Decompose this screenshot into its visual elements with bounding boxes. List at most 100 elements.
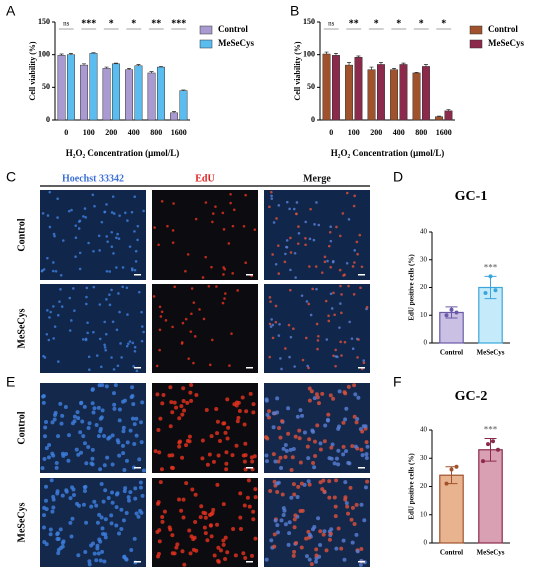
cell bbox=[273, 518, 278, 523]
cell bbox=[327, 537, 332, 542]
cell bbox=[77, 227, 81, 230]
cell bbox=[356, 356, 359, 359]
cell bbox=[292, 549, 297, 554]
cell bbox=[122, 555, 127, 560]
cell bbox=[225, 397, 230, 402]
cell bbox=[164, 319, 168, 322]
cell bbox=[336, 462, 341, 467]
cell bbox=[46, 309, 49, 312]
cell bbox=[85, 295, 88, 299]
cell bbox=[58, 401, 63, 406]
cell bbox=[111, 195, 115, 198]
cell bbox=[281, 446, 286, 451]
cell bbox=[231, 272, 234, 275]
cell bbox=[330, 307, 334, 310]
cell bbox=[44, 446, 49, 451]
cell bbox=[44, 542, 49, 547]
cell bbox=[360, 429, 365, 434]
cell bbox=[210, 265, 213, 269]
cell bbox=[87, 355, 91, 359]
cell bbox=[236, 289, 239, 292]
cell bbox=[221, 301, 225, 305]
cell bbox=[103, 210, 107, 214]
cell bbox=[135, 369, 139, 373]
cell bbox=[293, 365, 296, 368]
cell bbox=[253, 536, 258, 541]
error-bar bbox=[91, 52, 96, 54]
scale-bar bbox=[246, 467, 253, 469]
cell bbox=[115, 236, 118, 240]
cell bbox=[76, 553, 81, 558]
cell bbox=[214, 406, 219, 411]
cell bbox=[329, 456, 334, 461]
cell bbox=[327, 244, 331, 248]
cell bbox=[336, 448, 341, 453]
cell bbox=[359, 286, 362, 290]
cell bbox=[76, 416, 81, 421]
cell bbox=[160, 310, 164, 314]
cell bbox=[230, 453, 235, 458]
x-axis-label: H₂O₂ Concentration (μmol/L) bbox=[331, 148, 445, 158]
cell bbox=[134, 260, 138, 263]
cell bbox=[106, 240, 109, 243]
x-tick-label: 100 bbox=[83, 128, 95, 137]
x-tick-label: Control bbox=[440, 549, 463, 557]
cell bbox=[133, 268, 137, 272]
cell bbox=[158, 305, 162, 309]
error-bar bbox=[333, 53, 338, 56]
cell bbox=[268, 296, 272, 299]
cell bbox=[121, 266, 125, 269]
cell bbox=[268, 322, 272, 326]
cell bbox=[250, 459, 255, 464]
cell bbox=[343, 495, 348, 500]
cell bbox=[100, 383, 105, 388]
cell bbox=[318, 543, 323, 548]
row-label: MeSeCys bbox=[16, 308, 27, 348]
row-label: Control bbox=[16, 411, 27, 444]
cell bbox=[112, 406, 117, 411]
cell bbox=[172, 400, 177, 405]
cell bbox=[134, 249, 138, 253]
cell bbox=[78, 251, 82, 255]
scale-bar bbox=[134, 367, 141, 369]
cell bbox=[119, 342, 122, 345]
cell bbox=[140, 400, 145, 405]
cell bbox=[68, 329, 72, 332]
cell bbox=[133, 486, 138, 491]
cell bbox=[295, 212, 298, 216]
cell bbox=[346, 460, 351, 465]
cell bbox=[336, 355, 339, 359]
cell bbox=[306, 364, 309, 368]
significance: * bbox=[396, 18, 401, 29]
cell bbox=[96, 434, 101, 439]
cell bbox=[207, 452, 212, 457]
cell bbox=[307, 386, 312, 391]
cell bbox=[70, 516, 75, 521]
cell bbox=[282, 508, 287, 513]
cell bbox=[177, 416, 182, 421]
cell bbox=[280, 419, 285, 424]
cell bbox=[309, 389, 314, 394]
cell bbox=[112, 212, 116, 215]
cell bbox=[333, 504, 338, 509]
cell bbox=[48, 225, 52, 229]
cell bbox=[307, 437, 312, 442]
cell bbox=[100, 365, 103, 369]
cell bbox=[354, 502, 359, 507]
cell bbox=[58, 546, 63, 551]
cell bbox=[47, 442, 52, 447]
cell bbox=[312, 396, 317, 401]
column-header: Hoechst 33342 bbox=[62, 173, 124, 184]
cell bbox=[84, 520, 89, 525]
cell bbox=[274, 304, 278, 308]
cell bbox=[275, 410, 280, 415]
y-tick-label: 40 bbox=[420, 426, 428, 434]
cell bbox=[133, 345, 137, 349]
panel-label: D bbox=[393, 169, 403, 185]
cell bbox=[227, 242, 231, 245]
cell bbox=[97, 234, 101, 238]
cell bbox=[69, 534, 74, 539]
cell bbox=[283, 522, 288, 527]
legend-label: MeSeCys bbox=[218, 38, 254, 48]
bar bbox=[390, 69, 399, 121]
